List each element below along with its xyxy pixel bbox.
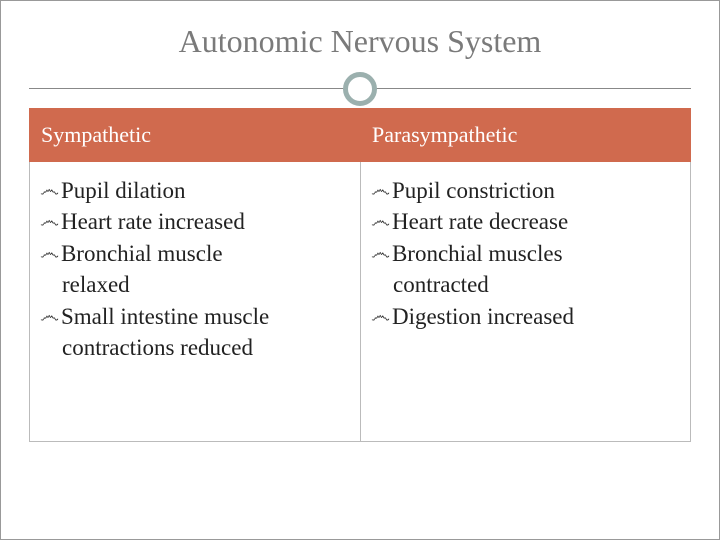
bullet-icon: ෴ xyxy=(40,207,59,235)
list-item: ෴ Digestion increased xyxy=(371,302,680,331)
item-text: Heart rate increased xyxy=(61,207,245,236)
list-item: ෴ Pupil constriction xyxy=(371,176,680,205)
bullet-icon: ෴ xyxy=(40,176,59,204)
bullet-icon: ෴ xyxy=(371,239,390,267)
bullet-icon: ෴ xyxy=(371,302,390,330)
item-text: Small intestine muscle xyxy=(61,302,269,331)
column-body-left: ෴ Pupil dilation ෴ Heart rate increased … xyxy=(29,162,360,442)
column-header-left: Sympathetic xyxy=(29,108,360,162)
bullet-icon: ෴ xyxy=(40,302,59,330)
page-title: Autonomic Nervous System xyxy=(1,1,719,68)
bullet-icon: ෴ xyxy=(371,207,390,235)
comparison-table: Sympathetic ෴ Pupil dilation ෴ Heart rat… xyxy=(29,108,691,442)
item-text-cont: relaxed xyxy=(40,270,350,299)
list-item: ෴ Heart rate decrease xyxy=(371,207,680,236)
column-sympathetic: Sympathetic ෴ Pupil dilation ෴ Heart rat… xyxy=(29,108,360,442)
bullet-icon: ෴ xyxy=(40,239,59,267)
item-text: Bronchial muscles xyxy=(392,239,563,268)
column-body-right: ෴ Pupil constriction ෴ Heart rate decrea… xyxy=(360,162,691,442)
slide: Autonomic Nervous System Sympathetic ෴ P… xyxy=(0,0,720,540)
circle-accent-icon xyxy=(343,72,377,106)
item-text: Heart rate decrease xyxy=(392,207,568,236)
item-text: Bronchial muscle xyxy=(61,239,223,268)
list-item: ෴ Bronchial muscle xyxy=(40,239,350,268)
list-item: ෴ Pupil dilation xyxy=(40,176,350,205)
item-text-cont: contractions reduced xyxy=(40,333,350,362)
list-item: ෴ Small intestine muscle xyxy=(40,302,350,331)
item-text: Digestion increased xyxy=(392,302,574,331)
column-header-right: Parasympathetic xyxy=(360,108,691,162)
item-text-cont: contracted xyxy=(371,270,680,299)
bullet-icon: ෴ xyxy=(371,176,390,204)
list-item: ෴ Heart rate increased xyxy=(40,207,350,236)
column-parasympathetic: Parasympathetic ෴ Pupil constriction ෴ H… xyxy=(360,108,691,442)
item-text: Pupil dilation xyxy=(61,176,186,205)
title-divider xyxy=(1,68,719,108)
list-item: ෴ Bronchial muscles xyxy=(371,239,680,268)
item-text: Pupil constriction xyxy=(392,176,555,205)
